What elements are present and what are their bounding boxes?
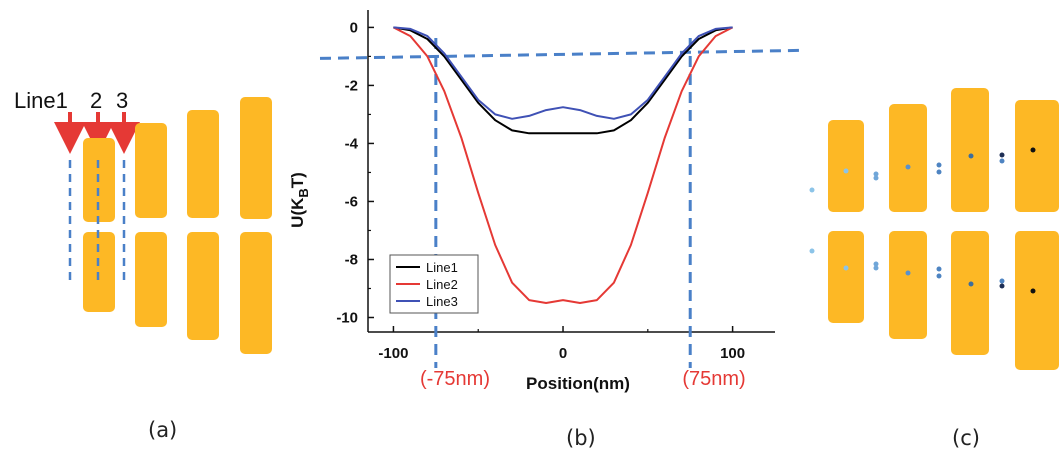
y-axis-label: U(KBT) bbox=[290, 172, 311, 228]
particle-dot bbox=[1030, 288, 1036, 294]
y-tick-label: -2 bbox=[345, 77, 358, 94]
series-line-line2 bbox=[392, 26, 734, 304]
right-marker-label: (75nm) bbox=[682, 368, 745, 390]
y-tick-label: -10 bbox=[336, 309, 358, 326]
legend-label-line1: Line1 bbox=[426, 260, 458, 275]
left-marker-label: (-75nm) bbox=[420, 368, 490, 390]
nanobar bbox=[1015, 231, 1059, 370]
nanobar bbox=[828, 120, 864, 212]
x-tick-label: -100 bbox=[378, 345, 408, 362]
nanobar bbox=[951, 88, 989, 212]
legend-label-line2: Line2 bbox=[426, 277, 458, 292]
particle-dot bbox=[1030, 147, 1036, 153]
panel-c-schematic bbox=[809, 88, 1059, 370]
series-layer bbox=[392, 26, 734, 304]
series-line-line1 bbox=[393, 26, 733, 135]
axes: -100 0 100 0 -2 -4 -6 -8 -10 bbox=[336, 10, 775, 362]
y-tick-label: 0 bbox=[350, 19, 358, 36]
particle-dot bbox=[936, 169, 942, 175]
particle-dot bbox=[968, 281, 974, 287]
nanobar bbox=[240, 97, 272, 219]
red-arrows bbox=[54, 112, 140, 154]
y-tick-label: -4 bbox=[345, 135, 359, 152]
y-tick-label: -8 bbox=[345, 251, 358, 268]
particle-dot bbox=[843, 265, 849, 271]
particle-dot bbox=[999, 158, 1005, 164]
particle-dot bbox=[873, 171, 879, 177]
particle-dot bbox=[905, 270, 911, 276]
x-axis-label: Position(nm) bbox=[526, 374, 630, 393]
line3-label: 3 bbox=[116, 88, 128, 113]
caption-c: (c) bbox=[952, 426, 980, 450]
line1-label: Line1 bbox=[14, 88, 68, 113]
reference-lines bbox=[319, 38, 801, 368]
particle-dot bbox=[968, 153, 974, 159]
particle-dot bbox=[873, 261, 879, 267]
horizontal-reference-line bbox=[319, 48, 801, 60]
nanobar bbox=[187, 110, 219, 218]
legend-label-line3: Line3 bbox=[426, 294, 458, 309]
particle-dot bbox=[809, 248, 815, 254]
line2-label: 2 bbox=[90, 88, 102, 113]
particle-dot bbox=[936, 266, 942, 272]
nanobar bbox=[889, 104, 927, 212]
nanobar bbox=[951, 231, 989, 355]
particle-dot bbox=[936, 273, 942, 279]
caption-b: (b) bbox=[566, 426, 596, 450]
legend: Line1 Line2 Line3 bbox=[389, 254, 479, 314]
nanobar bbox=[240, 232, 272, 354]
scan-lines bbox=[68, 160, 126, 285]
series-line-line3 bbox=[393, 26, 733, 120]
particle-dots bbox=[809, 147, 1036, 294]
nanobar bbox=[828, 231, 864, 323]
panel-a-schematic: Line1 2 3 bbox=[14, 88, 272, 354]
particle-dot bbox=[999, 278, 1005, 284]
x-tick-label: 100 bbox=[720, 345, 745, 362]
potential-energy-chart: -100 0 100 0 -2 -4 -6 -8 -10 Line1 Line2 Line3 U(K… bbox=[290, 10, 801, 393]
particle-dot bbox=[936, 162, 942, 168]
nanobar bbox=[1015, 100, 1059, 212]
nanobar bbox=[135, 123, 167, 218]
nanobar-array-a bbox=[83, 97, 272, 354]
nanobar bbox=[187, 232, 219, 340]
particle-dot bbox=[905, 164, 911, 170]
particle-dot bbox=[999, 152, 1005, 158]
particle-dot bbox=[873, 265, 879, 271]
nanobar bbox=[889, 231, 927, 339]
y-tick-label: -6 bbox=[345, 193, 358, 210]
nanobar bbox=[135, 232, 167, 327]
caption-a: (a) bbox=[148, 418, 178, 442]
x-tick-label: 0 bbox=[559, 345, 567, 362]
particle-dot bbox=[873, 175, 879, 181]
particle-dot bbox=[809, 187, 815, 193]
particle-dot bbox=[999, 283, 1005, 289]
particle-dot bbox=[843, 168, 849, 174]
nanobar-array-c bbox=[828, 88, 1059, 370]
